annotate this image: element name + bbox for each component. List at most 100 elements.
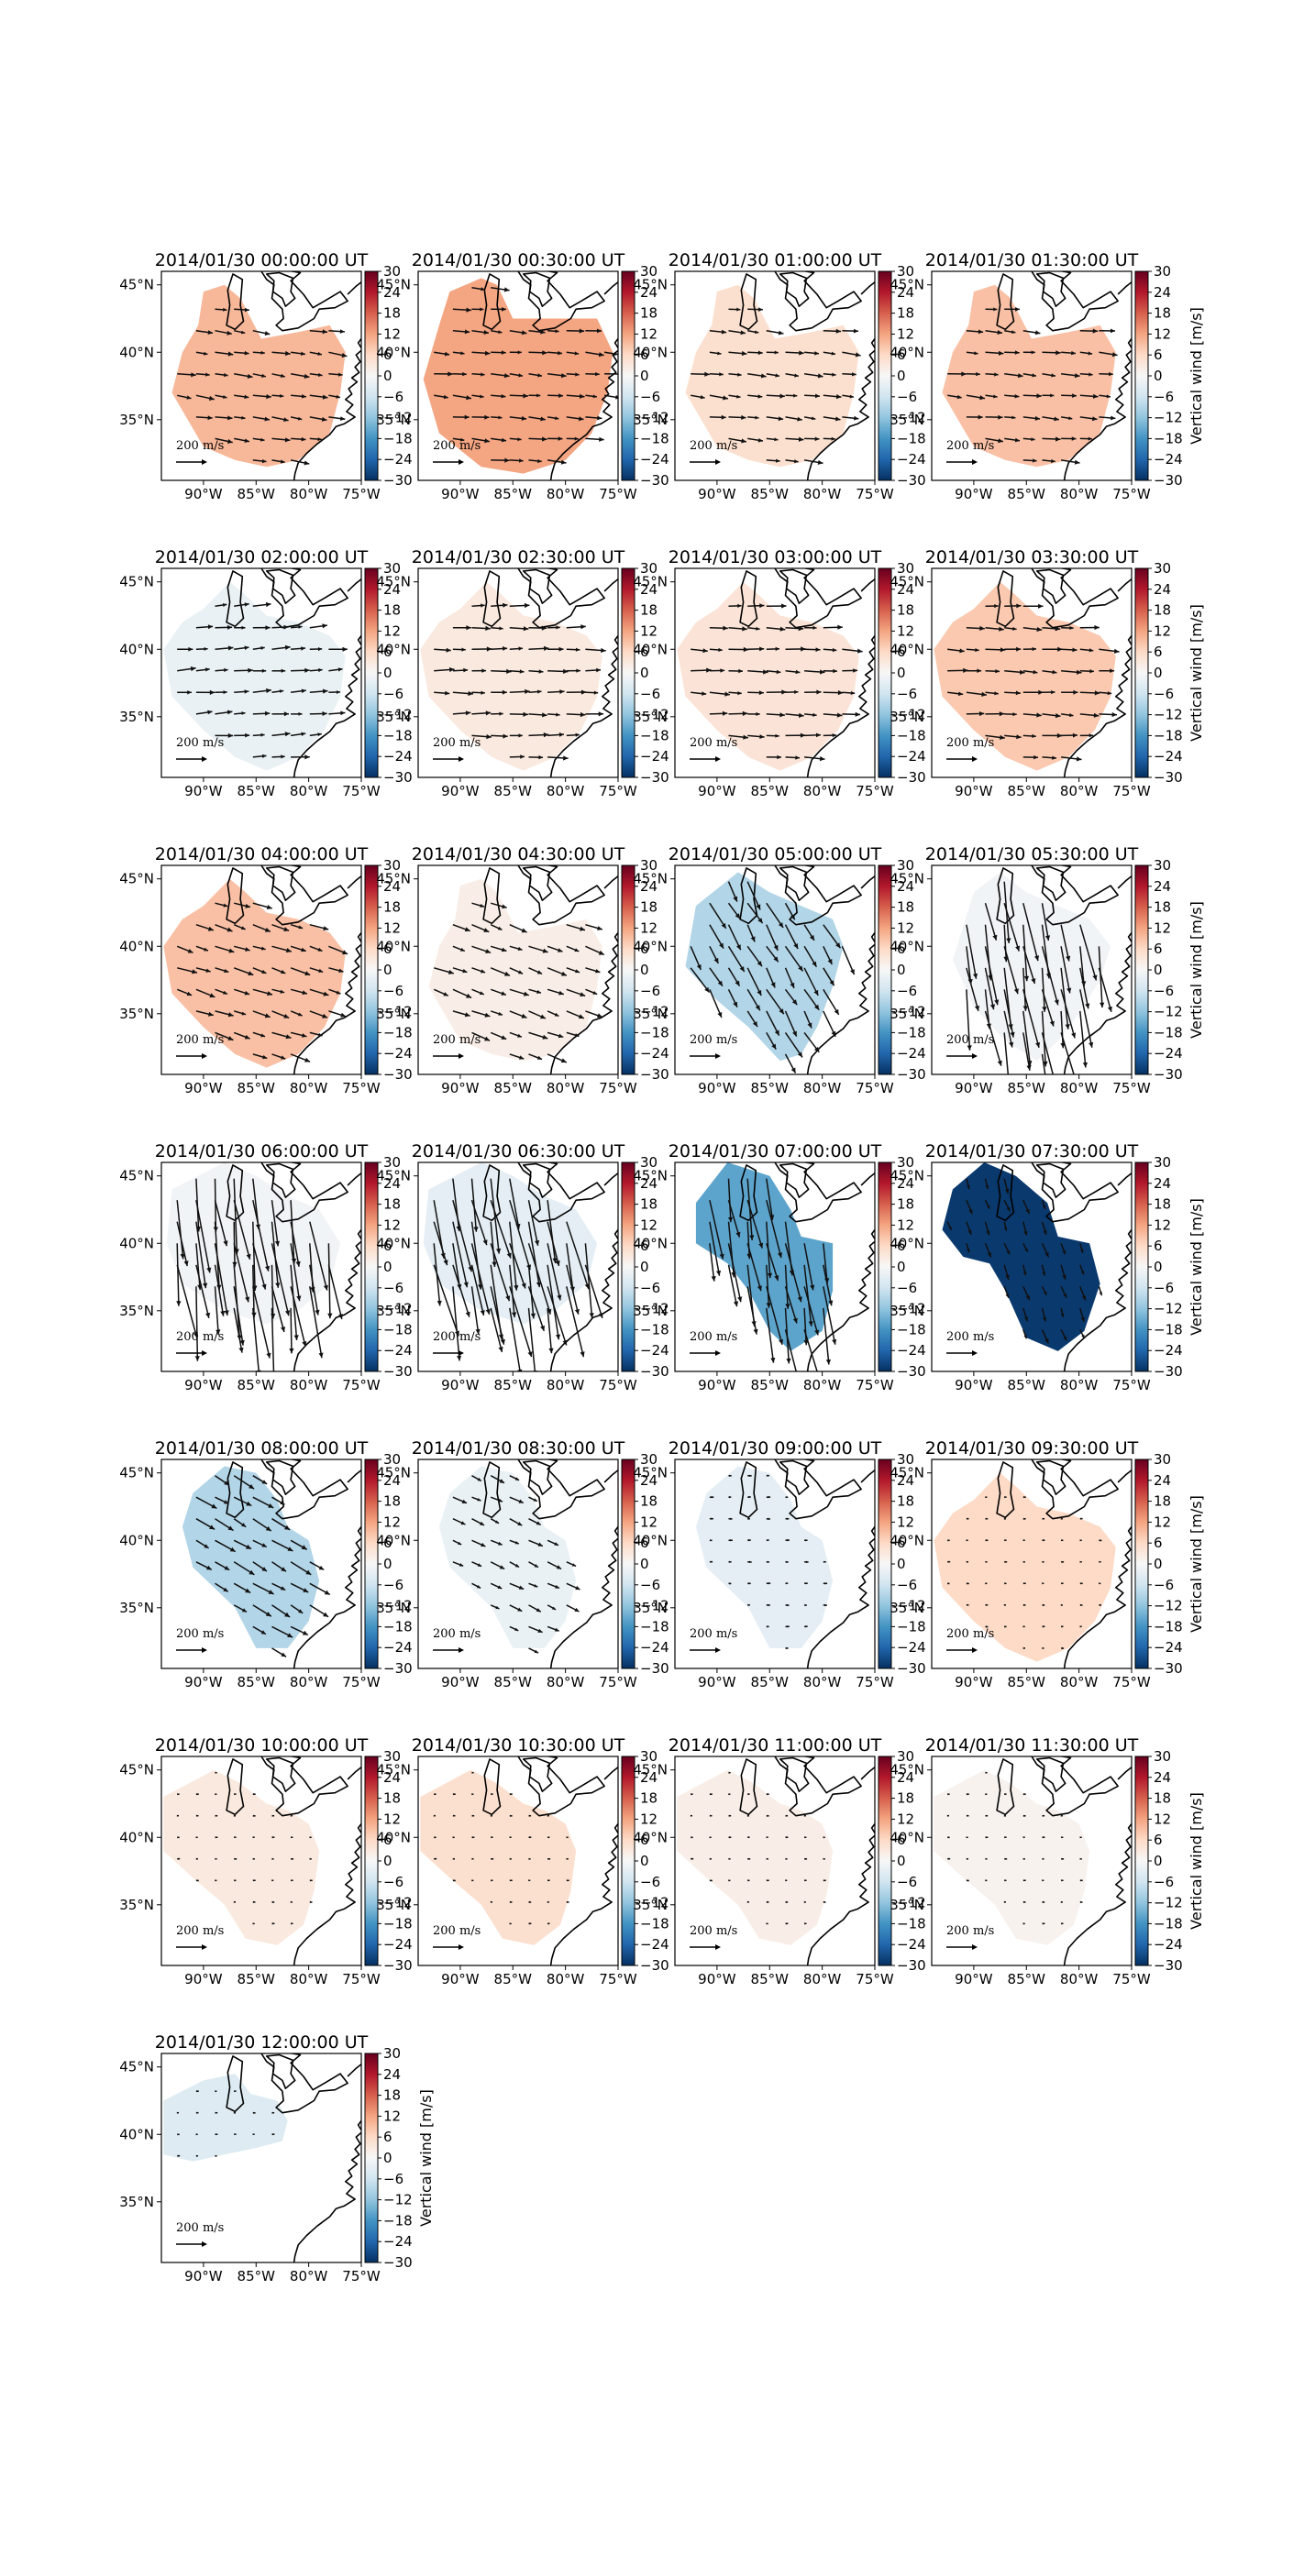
wind-vector-head (486, 646, 492, 652)
wind-vector-head (1000, 734, 1005, 740)
wind-vector-head (598, 950, 604, 955)
wind-vector-head (1061, 1646, 1065, 1650)
wind-vector-head (814, 1004, 820, 1010)
lon-tick-label: 90°W (698, 486, 736, 502)
wind-vector-head (211, 1503, 217, 1509)
wind-vector-head (1074, 373, 1080, 379)
wind-vector-head (196, 2111, 199, 2114)
wind-vector-head (241, 711, 246, 715)
wind-vector-head (853, 328, 858, 334)
wind-vector-head (205, 1312, 211, 1318)
wind-vector-head (1051, 458, 1055, 464)
wind-vector-head (814, 436, 820, 442)
colorbar-tick-label: 6 (1154, 1832, 1163, 1848)
wind-vector-head (481, 372, 485, 377)
wind-vector (233, 1200, 251, 1260)
colorbar-tick-label: −30 (897, 1660, 926, 1677)
wind-vector-head (975, 648, 979, 653)
lon-tick-label: 85°W (238, 486, 276, 502)
wind-vector-head (580, 393, 585, 399)
wind-vector-head (729, 1560, 732, 1563)
panel-map-area (677, 568, 875, 777)
panel-title: 2014/01/30 10:30:00 UT (412, 1735, 625, 1756)
colorbar-tick-label: 0 (1154, 665, 1163, 681)
wind-vector-head (828, 1300, 834, 1306)
wind-vector-head (998, 438, 1003, 444)
colorbar-tick-label: −18 (1154, 1618, 1183, 1635)
quiver-key-label: 200 m/s (433, 736, 481, 750)
wind-vector-head (850, 969, 855, 975)
colorbar (878, 1756, 892, 1966)
wind-vector-head (443, 992, 448, 996)
colorbar-tick-label: −30 (640, 1957, 669, 1974)
lon-tick-label: 75°W (1112, 486, 1151, 502)
lake-michigan-outline (739, 570, 758, 628)
quiver-key-arrowhead (972, 459, 978, 465)
great-lakes-coastline (774, 1459, 862, 1520)
wind-vector-head (207, 926, 214, 931)
colorbar-tick-label: 30 (1154, 1154, 1171, 1171)
colorbar-tick-label: 18 (383, 305, 401, 322)
wind-vector-head (947, 1560, 951, 1563)
wind-vector-head (244, 645, 249, 650)
wind-vector-head (823, 1836, 825, 1839)
colorbar-tick-label: 30 (1154, 1451, 1171, 1468)
wind-vector-head (304, 1057, 311, 1062)
wind-vector (433, 1200, 445, 1259)
wind-vector-head (760, 373, 767, 379)
wind-vector-head (1026, 1064, 1032, 1071)
wind-vector-head (536, 1282, 541, 1288)
wind-vector-head (298, 1609, 304, 1613)
colorbar-tick-label: −30 (1154, 1957, 1183, 1974)
wind-vector-head (1060, 1900, 1063, 1903)
wind-vector-head (812, 416, 816, 421)
wind-vector-head (720, 668, 725, 673)
wind-vector-head (710, 1793, 713, 1796)
colorbar-tick-label: 30 (383, 2045, 401, 2062)
quiver-key-label: 200 m/s (690, 1033, 737, 1047)
wind-vector-head (791, 999, 798, 1006)
lake-huron-outline (522, 865, 553, 902)
wind-vector-head (1016, 734, 1022, 740)
colorbar-tick-label: −30 (640, 769, 669, 786)
wind-vector-head (554, 1542, 558, 1546)
wind-vector-head (737, 603, 742, 608)
wind-vector-head (480, 307, 484, 312)
colorbar-tick-label: −6 (383, 1874, 403, 1890)
wind-vector-head (1034, 955, 1040, 962)
wind-vector-head (209, 1525, 216, 1530)
wind-vector-head (281, 668, 286, 673)
colorbar-tick-label: 18 (1154, 602, 1171, 619)
colorbar-tick-label: 12 (383, 1811, 401, 1827)
wind-vector-head (579, 328, 585, 334)
wind-vector-head (597, 328, 602, 334)
colorbar-tick-label: −30 (640, 1363, 669, 1380)
wind-vector-head (829, 980, 834, 986)
wind-vector-head (557, 1294, 562, 1301)
wind-vector-head (805, 1582, 808, 1585)
wind-vector-head (1023, 1814, 1026, 1817)
lake-huron-outline (779, 1459, 810, 1495)
quiver-key-label: 200 m/s (176, 439, 224, 453)
wind-vector-head (767, 1793, 769, 1796)
wind-vector-head (947, 1836, 950, 1839)
wind-vector-head (1022, 1922, 1025, 1925)
wind-vector-head (832, 1338, 837, 1345)
wind-vector-head (823, 1857, 825, 1860)
colorbar-tick-label: 0 (640, 962, 649, 978)
wind-vector-head (1016, 603, 1022, 609)
st-lawrence-coastline (860, 1470, 875, 1483)
colorbar-tick-label: −24 (383, 2233, 413, 2250)
wind-vector-head (735, 913, 740, 919)
lon-tick-label: 90°W (441, 1080, 480, 1096)
great-lakes-coastline (1031, 865, 1119, 926)
colorbar-tick-label: −6 (897, 1280, 917, 1296)
wind-vector-head (527, 1351, 533, 1358)
quiver-key-arrowhead (972, 756, 978, 762)
wind-vector-head (1088, 436, 1092, 441)
wind-vector-head (264, 1013, 271, 1018)
wind-vector-head (778, 330, 784, 336)
wind-vector-head (301, 351, 305, 356)
lat-tick-label: 45°N (376, 1168, 411, 1184)
